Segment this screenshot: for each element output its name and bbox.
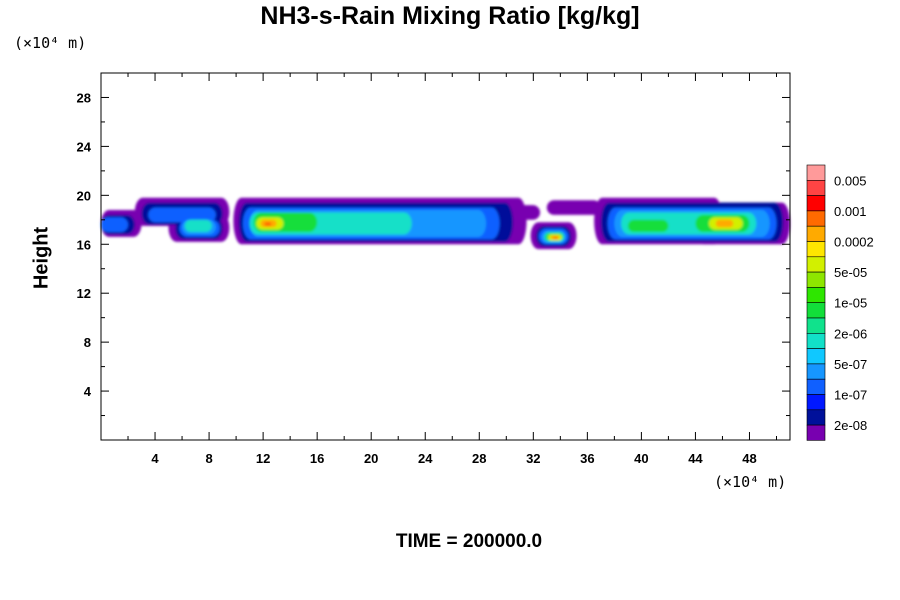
contour-region-level-5 bbox=[627, 219, 669, 233]
x-tick-label: 4 bbox=[151, 451, 159, 466]
plot-area-fill bbox=[101, 197, 790, 250]
colorbar-legend: 0.005 0.001 0.0002 5e-05 1e-05 2e-06 5e-07 1e-0… bbox=[806, 164, 874, 441]
colorbar-swatch bbox=[806, 409, 826, 426]
y-tick-label: 16 bbox=[77, 237, 91, 252]
x-tick-label: 8 bbox=[205, 451, 212, 466]
colorbar-label: 0.005 bbox=[834, 173, 867, 188]
x-tick-label: 40 bbox=[634, 451, 648, 466]
colorbar-label: 1e-07 bbox=[834, 388, 867, 403]
x-tick-label: 16 bbox=[310, 451, 324, 466]
colorbar-swatch bbox=[806, 332, 826, 349]
colorbar-swatch bbox=[806, 394, 826, 411]
x-tick-label: 32 bbox=[526, 451, 540, 466]
x-tick-label: 48 bbox=[742, 451, 756, 466]
y-tick-label: 24 bbox=[77, 139, 92, 154]
colorbar-swatch bbox=[806, 317, 826, 334]
contour-region-level-8 bbox=[264, 222, 272, 226]
colorbar-swatch bbox=[806, 164, 826, 181]
y-tick-label: 20 bbox=[77, 188, 91, 203]
colorbar-label: 0.001 bbox=[834, 204, 867, 219]
x-tick-label: 24 bbox=[418, 451, 433, 466]
colorbar-swatch bbox=[806, 348, 826, 365]
contour-region-level-2 bbox=[148, 207, 216, 223]
colorbar-swatch bbox=[806, 210, 826, 227]
colorbar-label: 0.0002 bbox=[834, 235, 874, 250]
colorbar-label: 2e-08 bbox=[834, 418, 867, 433]
x-tick-label: 12 bbox=[256, 451, 270, 466]
contour-region-level-0 bbox=[546, 200, 601, 215]
colorbar-swatch bbox=[806, 241, 826, 258]
time-label: TIME = 200000.0 bbox=[395, 531, 543, 552]
colorbar-swatch bbox=[806, 424, 826, 441]
x-tick-label: 44 bbox=[688, 451, 703, 466]
colorbar-label: 5e-05 bbox=[834, 265, 867, 280]
colorbar-swatch bbox=[806, 363, 826, 380]
y-tick-label: 28 bbox=[77, 90, 91, 105]
plot-frame bbox=[100, 72, 791, 441]
x-tick-label: 20 bbox=[364, 451, 378, 466]
colorbar-label: 1e-05 bbox=[834, 296, 867, 311]
colorbar-label: 5e-07 bbox=[834, 357, 867, 372]
contour-region-level-2 bbox=[101, 217, 129, 233]
colorbar-swatch bbox=[806, 180, 826, 196]
y-axis-unit: (×10⁴ m) bbox=[14, 34, 87, 52]
chart-title: NH3-s-Rain Mixing Ratio [kg/kg] bbox=[260, 2, 640, 30]
y-axis: 4 8 12 16 20 24 28 bbox=[77, 90, 790, 417]
contour-region-level-7 bbox=[715, 219, 734, 228]
contour-region-level-8 bbox=[553, 236, 558, 239]
colorbar-swatch bbox=[806, 378, 826, 395]
contour-region-level-0 bbox=[513, 205, 541, 220]
x-axis: 4 8 12 16 20 24 28 32 36 40 44 48 bbox=[127, 73, 777, 466]
y-tick-label: 12 bbox=[77, 286, 91, 301]
colorbar-swatch bbox=[806, 271, 826, 288]
colorbar-swatch bbox=[806, 287, 826, 303]
colorbar-swatch bbox=[806, 256, 826, 273]
colorbar-label: 2e-06 bbox=[834, 326, 867, 341]
colorbar-swatch bbox=[806, 302, 826, 319]
contour-region-level-4 bbox=[184, 219, 212, 233]
y-tick-label: 8 bbox=[84, 335, 91, 350]
y-tick-label: 4 bbox=[84, 384, 92, 399]
x-tick-label: 28 bbox=[472, 451, 486, 466]
colorbar-swatch bbox=[806, 225, 826, 242]
colorbar-swatch bbox=[806, 195, 826, 212]
x-tick-label: 36 bbox=[580, 451, 594, 466]
x-axis-unit: (×10⁴ m) bbox=[714, 473, 787, 491]
